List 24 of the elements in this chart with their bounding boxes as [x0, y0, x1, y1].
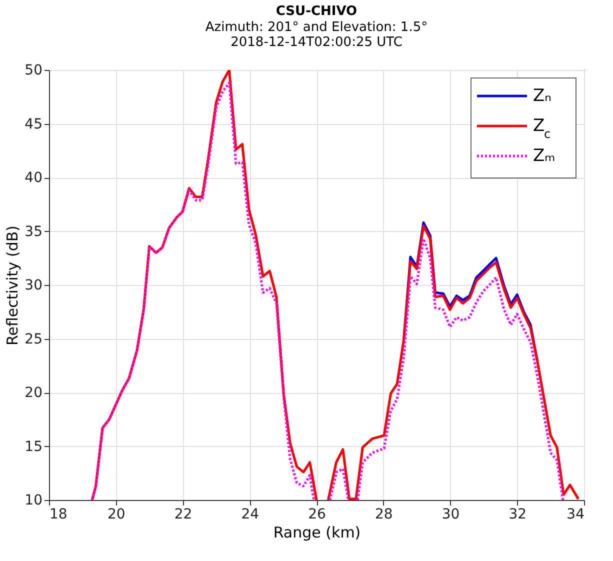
x-tick-label: 22: [174, 506, 192, 522]
x-tick-label: 18: [50, 506, 68, 522]
y-tick-label: 50: [24, 62, 42, 78]
y-tick-label: 35: [24, 224, 42, 240]
y-tick-label: 20: [24, 385, 42, 401]
x-tick-label: 34: [566, 506, 585, 522]
legend-label: Zₘ: [533, 146, 556, 166]
x-tick-label: 32: [508, 506, 527, 522]
x-tick-label: 28: [374, 506, 393, 522]
y-tick-label: 10: [24, 492, 42, 508]
x-tick-label: 30: [442, 506, 460, 522]
chart-title: CSU-CHIVO: [276, 4, 358, 19]
x-tick-label: 20: [107, 506, 126, 522]
x-tick-label: 26: [308, 506, 326, 522]
y-tick-label: 25: [24, 331, 42, 348]
chart-subtitle: Azimuth: 201° and Elevation: 1.5° 2018-12-14T02:00:25 UTC: [205, 20, 428, 50]
legend-label: Zₙ: [533, 86, 552, 106]
y-axis-title: Reflectivity (dB): [4, 225, 22, 346]
y-tick-label: 30: [24, 278, 42, 294]
y-tick-label: 45: [24, 116, 42, 132]
x-tick-label: 24: [241, 506, 260, 522]
x-axis-title: Range (km): [273, 524, 361, 542]
y-tick-label: 40: [24, 170, 42, 186]
y-tick-label: 15: [24, 438, 42, 455]
